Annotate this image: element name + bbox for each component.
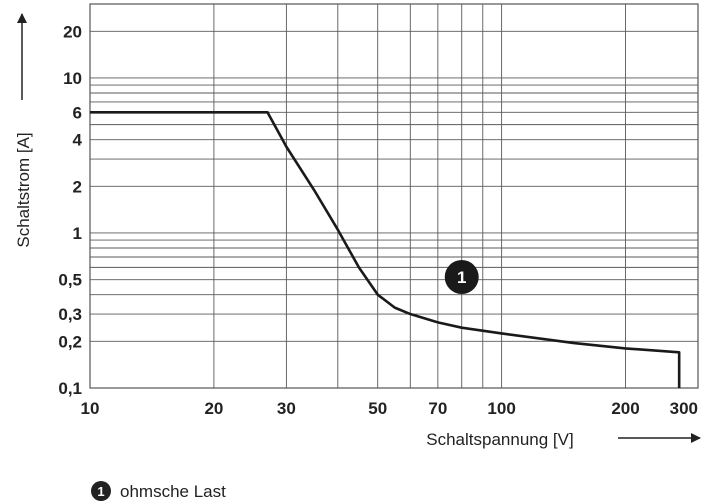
y-tick-label: 0,5: [58, 271, 82, 290]
series-line: [90, 111, 681, 388]
y-axis-label: Schaltstrom [A]: [14, 132, 33, 247]
y-tick-label: 1: [73, 224, 82, 243]
x-tick-label: 30: [277, 399, 296, 418]
y-tick-label: 20: [63, 22, 82, 41]
annotation-marker: [444, 260, 479, 295]
annotation-layer: 1: [444, 260, 479, 295]
y-tick-label: 0,3: [58, 305, 82, 324]
y-tick-label: 6: [73, 103, 82, 122]
y-tick-label: 0,2: [58, 332, 82, 351]
x-axis-label: Schaltspannung [V]: [426, 430, 573, 449]
x-tick-label: 50: [368, 399, 387, 418]
x-tick-label: 200: [611, 399, 639, 418]
x-tick-label: 100: [487, 399, 515, 418]
y-tick-label: 10: [63, 69, 82, 88]
y-tick-label: 4: [73, 131, 83, 150]
legend-marker-label: 1: [97, 484, 104, 499]
legend-text: ohmsche Last: [120, 482, 226, 501]
grid: [89, 3, 699, 389]
y-tick-label: 2: [73, 177, 82, 196]
y-tick-labels: 0,1 0,2 0,3 0,5 1 2 4 6 10 20: [58, 22, 82, 398]
legend-marker: [91, 481, 111, 501]
y-tick-label: 0,1: [58, 379, 82, 398]
plot-frame: [89, 3, 699, 389]
legend: 1 ohmsche Last: [91, 481, 226, 501]
series-layer: [90, 111, 681, 388]
x-tick-label: 20: [204, 399, 223, 418]
annotation-label: 1: [457, 268, 466, 287]
x-tick-label: 70: [428, 399, 447, 418]
x-tick-label: 10: [81, 399, 100, 418]
x-tick-labels: 10 20 30 50 70 100 200 300: [81, 399, 698, 418]
x-tick-label: 300: [670, 399, 698, 418]
